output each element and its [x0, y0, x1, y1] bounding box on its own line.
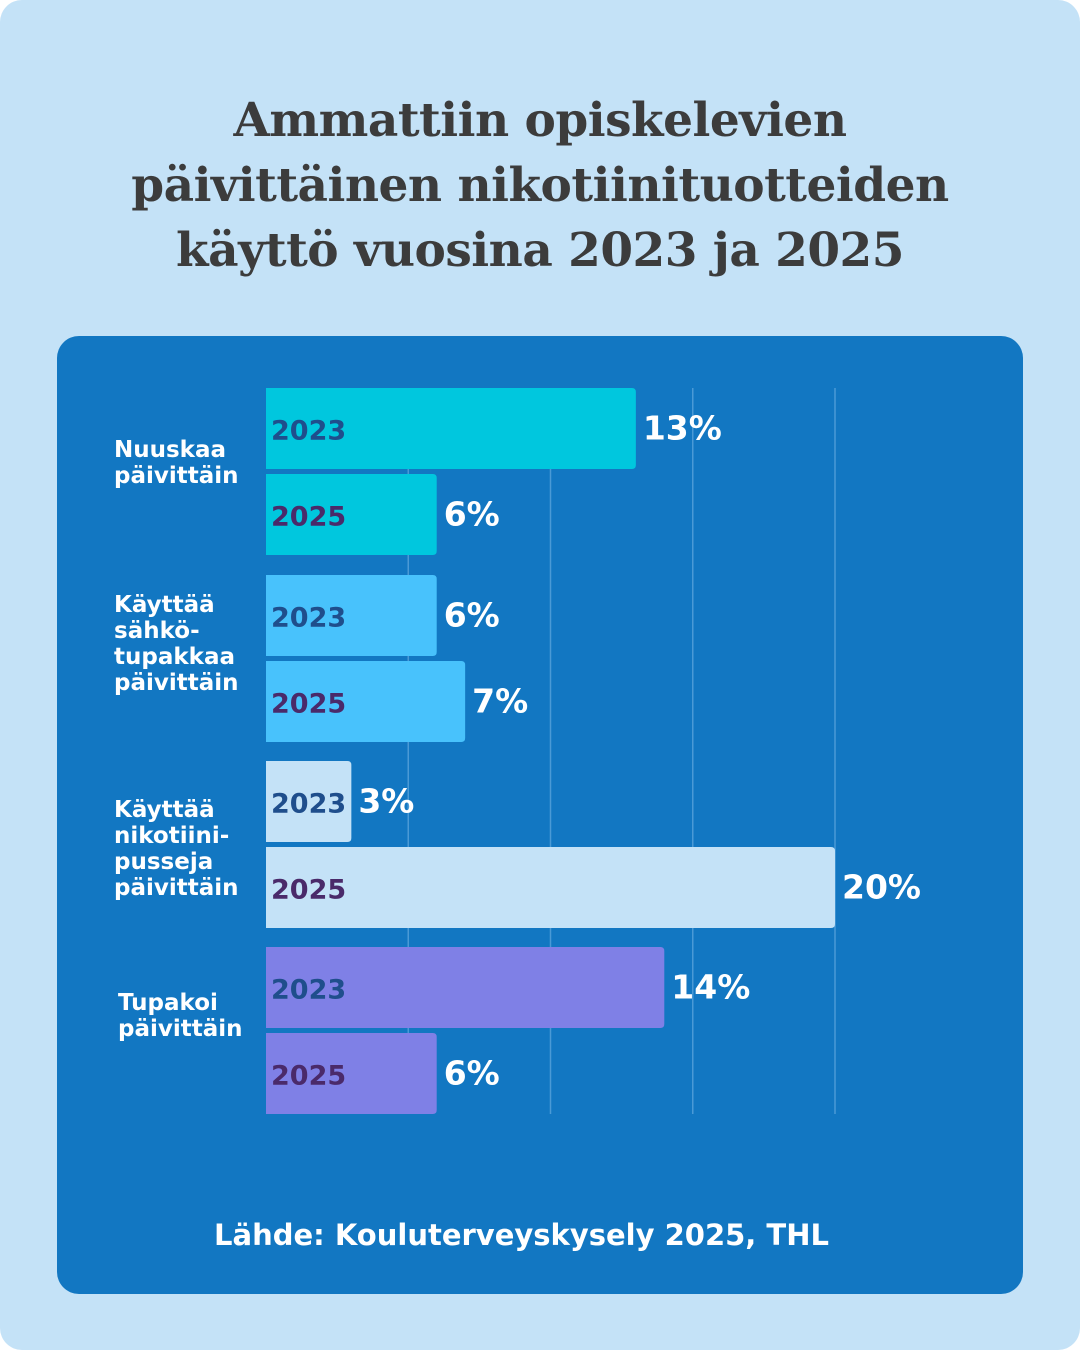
- bar-year-label: 2025: [271, 1061, 346, 1092]
- bar-year-label: 2023: [271, 416, 346, 447]
- bar: [266, 947, 665, 1028]
- bar: [266, 661, 466, 742]
- bar-year-label: 2023: [271, 789, 346, 820]
- category-label-line: nikotiini-: [114, 823, 230, 849]
- category-label-line: päivittäin: [114, 463, 239, 489]
- bar-year-label: 2025: [271, 875, 346, 906]
- source-note: Lähde: Kouluterveyskysely 2025, THL: [214, 1218, 829, 1252]
- bar: [266, 474, 437, 555]
- category-label-line: Nuuskaa: [114, 437, 227, 463]
- page-title: Ammattiin opiskelevien päivittäinen niko…: [40, 88, 1040, 283]
- category-label-line: päivittäin: [114, 875, 239, 901]
- category-label-line: Käyttää: [114, 797, 215, 823]
- category-label: Nuuskaa päivittäin: [114, 437, 239, 489]
- title-line-3: käyttö vuosina 2023 ja 2025: [176, 223, 904, 278]
- category-label-line: päivittäin: [114, 670, 239, 696]
- category-label-line: pusseja: [114, 849, 214, 875]
- bar-year-label: 2023: [271, 975, 346, 1006]
- category-label-line: Käyttää: [114, 592, 215, 618]
- title-line-1: Ammattiin opiskelevien: [233, 93, 847, 148]
- category-label-line: Tupakoi: [118, 990, 218, 1016]
- bar-value-label: 6%: [444, 1054, 500, 1093]
- bar: [266, 388, 636, 469]
- bar-value-label: 3%: [358, 782, 414, 821]
- category-label: Käyttää sähkö-tupakkaa päivittäin: [114, 592, 239, 696]
- bar: [266, 1033, 437, 1114]
- bar-value-label: 6%: [444, 495, 500, 534]
- category-label-line: päivittäin: [118, 1016, 243, 1042]
- bar-value-label: 7%: [472, 682, 528, 721]
- category-label: Käyttää nikotiini-pusseja päivittäin: [114, 797, 239, 901]
- bar-value-label: 13%: [643, 409, 722, 448]
- bar-year-label: 2023: [271, 603, 346, 634]
- bar-value-label: 20%: [842, 868, 921, 907]
- category-label-line: tupakkaa: [114, 644, 235, 670]
- bar: [266, 761, 352, 842]
- bar: [266, 575, 437, 656]
- bar: [266, 847, 835, 928]
- bar-value-label: 14%: [671, 968, 750, 1007]
- bar-value-label: 6%: [444, 596, 500, 635]
- bar-year-label: 2025: [271, 689, 346, 720]
- title-line-2: päivittäinen nikotiinituotteiden: [131, 158, 949, 213]
- category-label-line: sähkö-: [114, 618, 200, 644]
- category-label: Tupakoi päivittäin: [118, 990, 243, 1042]
- bar-year-label: 2025: [271, 502, 346, 533]
- chart-panel: [57, 336, 1023, 1294]
